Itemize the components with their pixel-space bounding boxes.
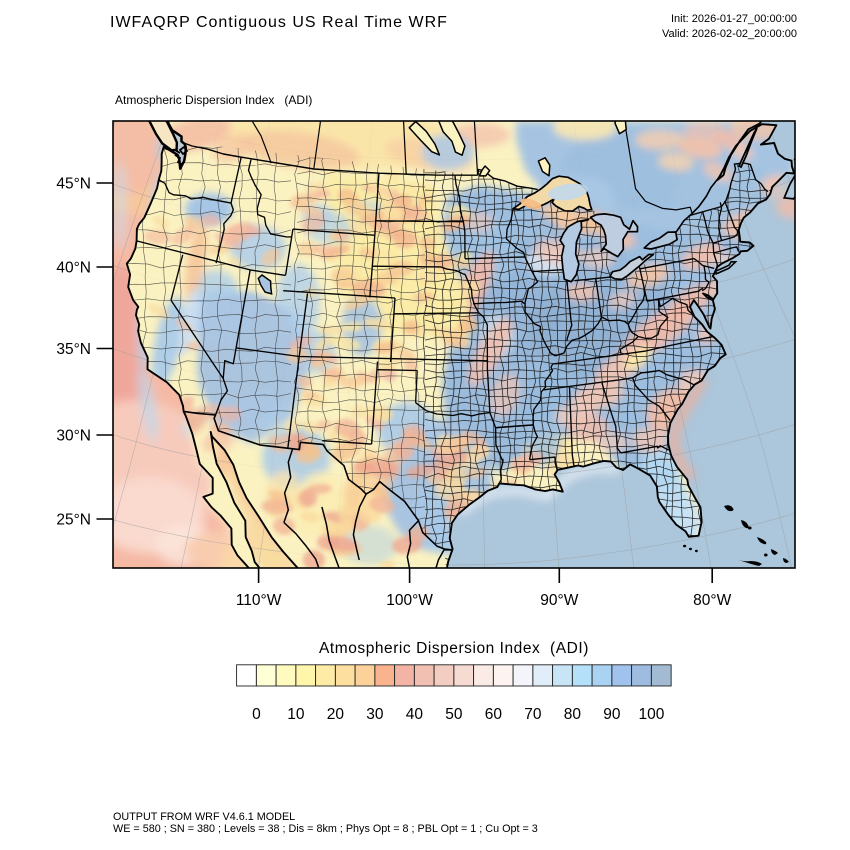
svg-text:Init: 2026-01-27_00:00:00: Init: 2026-01-27_00:00:00	[671, 13, 797, 25]
svg-text:90: 90	[603, 706, 621, 723]
svg-text:45°N: 45°N	[56, 176, 91, 193]
svg-text:Valid: 2026-02-02_20:00:00: Valid: 2026-02-02_20:00:00	[662, 28, 797, 40]
svg-text:60: 60	[485, 706, 503, 723]
svg-text:110°W: 110°W	[236, 592, 282, 609]
svg-text:40°N: 40°N	[56, 260, 91, 277]
svg-text:IWFAQRP Contiguous US Real Tim: IWFAQRP Contiguous US Real Time WRF	[110, 14, 448, 31]
svg-text:20: 20	[327, 706, 345, 723]
svg-text:50: 50	[445, 706, 463, 723]
svg-text:30: 30	[366, 706, 384, 723]
svg-text:OUTPUT FROM WRF V4.6.1 MODEL: OUTPUT FROM WRF V4.6.1 MODEL	[113, 811, 295, 823]
svg-text:25°N: 25°N	[56, 512, 91, 529]
svg-text:30°N: 30°N	[56, 428, 91, 445]
svg-text:80°W: 80°W	[693, 592, 731, 609]
svg-text:80: 80	[564, 706, 582, 723]
svg-text:Atmospheric Dispersion Index: Atmospheric Dispersion Index (ADI)	[115, 93, 312, 107]
svg-text:Atmospheric Dispersion Index: Atmospheric Dispersion Index (ADI)	[319, 640, 589, 657]
svg-text:WE = 580 ; SN = 380 ; Levels =: WE = 580 ; SN = 380 ; Levels = 38 ; Dis …	[113, 823, 538, 835]
svg-text:100°W: 100°W	[386, 592, 433, 609]
svg-text:90°W: 90°W	[540, 592, 578, 609]
svg-text:70: 70	[524, 706, 542, 723]
svg-text:0: 0	[252, 706, 261, 723]
svg-text:40: 40	[406, 706, 424, 723]
svg-text:100: 100	[638, 706, 664, 723]
svg-text:10: 10	[287, 706, 305, 723]
svg-text:35°N: 35°N	[56, 341, 91, 358]
